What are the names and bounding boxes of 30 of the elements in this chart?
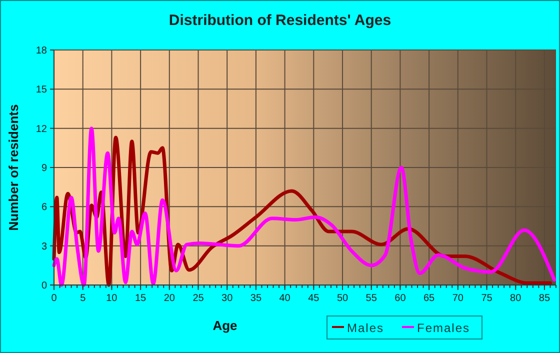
x-tick-label: 25 — [192, 293, 204, 304]
x-tick-label: 20 — [164, 293, 176, 304]
x-tick-label: 5 — [80, 293, 86, 304]
x-tick-label: 0 — [51, 293, 58, 304]
legend-label: Males — [347, 321, 384, 335]
x-tick-label: 50 — [336, 293, 349, 304]
x-tick-label: 70 — [452, 293, 464, 304]
y-tick-label: 3 — [41, 241, 48, 252]
y-tick-label: 12 — [36, 124, 48, 135]
x-tick-label: 35 — [250, 293, 262, 304]
y-tick-label: 9 — [41, 163, 48, 174]
x-tick-label: 15 — [134, 293, 147, 304]
x-tick-label: 60 — [394, 293, 406, 304]
x-tick-label: 65 — [423, 293, 436, 304]
legend-label: Females — [417, 321, 470, 335]
x-tick-label: 40 — [279, 293, 291, 304]
chart-title: Distribution of Residents' Ages — [168, 12, 392, 29]
x-tick-label: 10 — [106, 293, 118, 304]
x-tick-label: 45 — [308, 293, 320, 304]
y-tick-label: 18 — [36, 46, 48, 56]
y-tick-label: 6 — [41, 202, 48, 214]
x-tick-label: 85 — [538, 293, 550, 304]
y-tick-label: 0 — [41, 280, 48, 292]
x-tick-label: 55 — [366, 293, 378, 304]
x-axis-title: Age — [212, 318, 238, 333]
x-tick-label: 80 — [510, 293, 522, 304]
x-tick-label: 75 — [481, 293, 493, 304]
x-tick-label: 30 — [222, 293, 234, 304]
y-axis-title: Number of residents — [6, 104, 21, 231]
y-tick-label: 15 — [36, 84, 48, 96]
